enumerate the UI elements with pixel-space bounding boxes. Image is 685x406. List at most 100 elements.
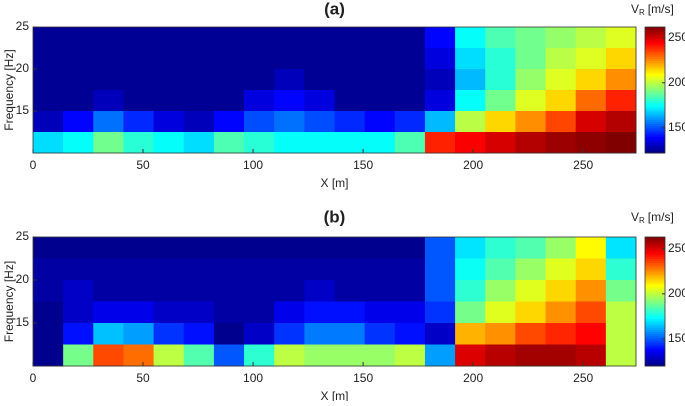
heatmap-cell [213, 69, 245, 91]
colorbar-step [645, 256, 665, 259]
heatmap-cell [545, 323, 577, 345]
heatmap-cell [123, 90, 155, 112]
heatmap-cell [394, 90, 426, 112]
heatmap-cell [364, 48, 396, 70]
colorbar-step [645, 249, 665, 253]
colorbar-step [645, 310, 665, 313]
heatmap-cell [93, 111, 124, 133]
colorbar-step [645, 83, 665, 87]
heatmap-cell [213, 48, 245, 70]
colorbar-label-main: V [631, 210, 639, 224]
colorbar-step [645, 241, 665, 244]
heatmap-cell [455, 237, 486, 259]
heatmap-cell [485, 111, 516, 133]
heatmap-cell [575, 69, 607, 91]
heatmap-cell [605, 258, 637, 281]
heatmap-cell [605, 48, 637, 70]
colorbar-step [645, 48, 665, 51]
colorbar-label-sub: R [639, 216, 645, 225]
heatmap-cell [244, 344, 275, 367]
heatmap-cell [183, 132, 215, 154]
colorbar-step [645, 340, 665, 343]
colorbar-step [645, 342, 665, 345]
heatmap-cell [63, 258, 94, 281]
colorbar-step [645, 247, 665, 251]
heatmap-cell [364, 323, 396, 345]
heatmap-cell [455, 69, 486, 91]
colorbar-step [645, 54, 665, 57]
heatmap-cell [153, 132, 185, 154]
heatmap-cell [605, 280, 637, 302]
heatmap-cell [183, 48, 215, 70]
heatmap-cell [244, 132, 275, 154]
colorbar-step [645, 327, 665, 330]
colorbar-step [645, 262, 665, 266]
colorbar-step [645, 355, 665, 358]
colorbar-step [645, 77, 665, 80]
heatmap-cell [334, 69, 366, 91]
heatmap-cell [545, 280, 577, 302]
heatmap-cell [123, 111, 155, 133]
heatmap-cell [455, 27, 486, 49]
heatmap-cell [605, 323, 637, 345]
heatmap-cell [304, 132, 335, 154]
heatmap-cell [394, 301, 426, 324]
heatmap-cell [394, 344, 426, 367]
heatmap-cell [605, 344, 637, 367]
heatmap-cell [605, 132, 637, 154]
colorbar-step [645, 132, 665, 135]
colorbar-step [645, 150, 665, 154]
x-tick-label: 0 [30, 371, 37, 385]
heatmap-cell [424, 69, 456, 91]
heatmap-cell [455, 301, 486, 324]
x-tick-label: 250 [573, 371, 593, 385]
colorbar-step [645, 134, 665, 137]
colorbar-step [645, 117, 665, 120]
heatmap-cell [183, 27, 215, 49]
heatmap-cell [364, 69, 396, 91]
heatmap-cell [334, 27, 366, 49]
colorbar-step [645, 363, 665, 367]
heatmap-cell [485, 258, 516, 281]
heatmap-cell [485, 280, 516, 302]
heatmap-cell [364, 132, 396, 154]
heatmap-cell [93, 280, 124, 302]
heatmap-cell [455, 258, 486, 281]
colorbar-step [645, 129, 665, 133]
heatmap-cell [153, 90, 185, 112]
plot-frame [32, 236, 637, 367]
x-tick-label: 150 [353, 158, 373, 172]
colorbar-step [645, 314, 665, 318]
colorbar-step [645, 282, 665, 285]
heatmap-cell [123, 344, 155, 367]
x-axis-label: X [m] [320, 176, 348, 190]
heatmap-cell [244, 27, 275, 49]
heatmap-cell [304, 69, 335, 91]
heatmap-cell [424, 344, 456, 367]
colorbar-step [645, 284, 665, 287]
heatmap-cell [424, 132, 456, 154]
heatmap-cell [545, 132, 577, 154]
heatmap-cell [183, 258, 215, 281]
colorbar-tick-label: 250 [668, 241, 685, 255]
heatmap-cell [605, 27, 637, 49]
heatmap-cell [575, 301, 607, 324]
colorbar-step [645, 318, 665, 322]
colorbar-step [645, 292, 665, 296]
heatmap-cell [364, 344, 396, 367]
heatmap-cell [274, 90, 305, 112]
heatmap-cell [153, 323, 185, 345]
heatmap-cell [455, 344, 486, 367]
heatmap-cell [515, 258, 547, 281]
colorbar-step [645, 346, 665, 350]
heatmap-cell [183, 69, 215, 91]
heatmap-cell [455, 48, 486, 70]
colorbar-step [645, 94, 665, 97]
colorbar-step [645, 60, 665, 64]
heatmap-cell [575, 48, 607, 70]
heatmap-cell [394, 111, 426, 133]
colorbar-step [645, 144, 665, 148]
heatmap-cell [274, 258, 305, 281]
heatmap-cell [455, 111, 486, 133]
